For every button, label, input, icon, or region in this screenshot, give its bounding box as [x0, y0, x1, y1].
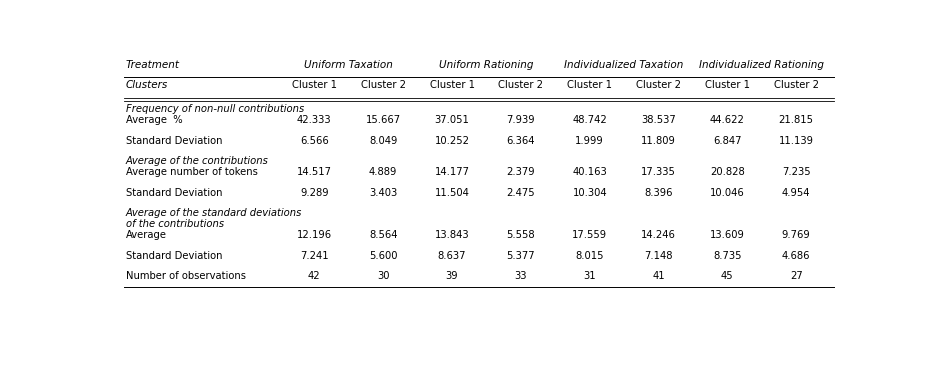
Text: 14.246: 14.246 [641, 230, 676, 241]
Text: 10.046: 10.046 [710, 188, 745, 198]
Text: Cluster 1: Cluster 1 [568, 80, 612, 90]
Text: Frequency of non-null contributions: Frequency of non-null contributions [125, 104, 304, 114]
Text: Clusters: Clusters [125, 80, 167, 90]
Text: Individualized Rationing: Individualized Rationing [699, 60, 825, 70]
Text: 44.622: 44.622 [710, 115, 745, 125]
Text: 38.537: 38.537 [641, 115, 676, 125]
Text: Average  %: Average % [125, 115, 182, 125]
Text: Treatment: Treatment [125, 60, 180, 70]
Text: of the contributions: of the contributions [125, 219, 223, 229]
Text: Standard Deviation: Standard Deviation [125, 251, 223, 261]
Text: 14.177: 14.177 [435, 167, 469, 177]
Text: 5.377: 5.377 [507, 251, 535, 261]
Text: 7.939: 7.939 [507, 115, 535, 125]
Text: 12.196: 12.196 [296, 230, 332, 241]
Text: 17.335: 17.335 [641, 167, 676, 177]
Text: 42.333: 42.333 [297, 115, 332, 125]
Text: 8.049: 8.049 [369, 135, 397, 145]
Text: 31: 31 [583, 271, 596, 281]
Text: 1.999: 1.999 [575, 135, 604, 145]
Text: Standard Deviation: Standard Deviation [125, 188, 223, 198]
Text: Average of the contributions: Average of the contributions [125, 156, 268, 166]
Text: 41: 41 [653, 271, 665, 281]
Text: 11.504: 11.504 [435, 188, 469, 198]
Text: 4.954: 4.954 [782, 188, 811, 198]
Text: Number of observations: Number of observations [125, 271, 246, 281]
Text: 8.735: 8.735 [713, 251, 741, 261]
Text: Cluster 2: Cluster 2 [498, 80, 543, 90]
Text: 3.403: 3.403 [369, 188, 397, 198]
Text: 6.847: 6.847 [713, 135, 741, 145]
Text: 9.769: 9.769 [782, 230, 811, 241]
Text: Cluster 1: Cluster 1 [705, 80, 750, 90]
Text: Cluster 2: Cluster 2 [636, 80, 681, 90]
Text: 2.379: 2.379 [507, 167, 535, 177]
Text: 8.637: 8.637 [438, 251, 467, 261]
Text: 4.889: 4.889 [369, 167, 397, 177]
Text: 6.566: 6.566 [300, 135, 329, 145]
Text: Cluster 2: Cluster 2 [773, 80, 819, 90]
Text: 40.163: 40.163 [572, 167, 607, 177]
Text: 13.843: 13.843 [435, 230, 469, 241]
Text: 21.815: 21.815 [779, 115, 813, 125]
Text: Cluster 2: Cluster 2 [361, 80, 406, 90]
Text: 8.396: 8.396 [644, 188, 673, 198]
Text: 7.241: 7.241 [300, 251, 328, 261]
Text: 4.686: 4.686 [782, 251, 811, 261]
Text: 8.015: 8.015 [575, 251, 604, 261]
Text: 11.139: 11.139 [779, 135, 813, 145]
Text: 11.809: 11.809 [641, 135, 676, 145]
Text: 30: 30 [377, 271, 389, 281]
Text: 17.559: 17.559 [572, 230, 607, 241]
Text: 6.364: 6.364 [507, 135, 535, 145]
Text: Uniform Taxation: Uniform Taxation [304, 60, 394, 70]
Text: Cluster 1: Cluster 1 [292, 80, 337, 90]
Text: 13.609: 13.609 [710, 230, 745, 241]
Text: Cluster 1: Cluster 1 [429, 80, 475, 90]
Text: 45: 45 [721, 271, 734, 281]
Text: Uniform Rationing: Uniform Rationing [439, 60, 534, 70]
Text: 37.051: 37.051 [435, 115, 469, 125]
Text: 14.517: 14.517 [296, 167, 332, 177]
Text: Standard Deviation: Standard Deviation [125, 135, 223, 145]
Text: 10.304: 10.304 [572, 188, 607, 198]
Text: 20.828: 20.828 [710, 167, 745, 177]
Text: 27: 27 [790, 271, 802, 281]
Text: Average: Average [125, 230, 166, 241]
Text: 9.289: 9.289 [300, 188, 328, 198]
Text: Average number of tokens: Average number of tokens [125, 167, 257, 177]
Text: 5.600: 5.600 [369, 251, 397, 261]
Text: 15.667: 15.667 [366, 115, 401, 125]
Text: 7.235: 7.235 [782, 167, 811, 177]
Text: 8.564: 8.564 [369, 230, 397, 241]
Text: 42: 42 [308, 271, 321, 281]
Text: 48.742: 48.742 [572, 115, 607, 125]
Text: 39: 39 [446, 271, 458, 281]
Text: 5.558: 5.558 [507, 230, 535, 241]
Text: 33: 33 [514, 271, 527, 281]
Text: Average of the standard deviations: Average of the standard deviations [125, 208, 302, 218]
Text: 10.252: 10.252 [435, 135, 469, 145]
Text: 7.148: 7.148 [644, 251, 673, 261]
Text: Individualized Taxation: Individualized Taxation [565, 60, 683, 70]
Text: 2.475: 2.475 [507, 188, 535, 198]
